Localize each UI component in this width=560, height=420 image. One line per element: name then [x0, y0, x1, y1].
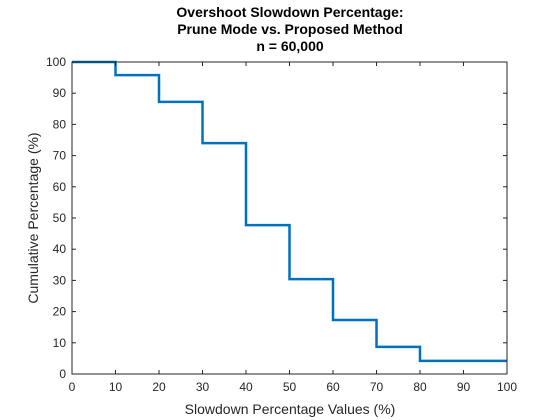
y-axis-label: Cumulative Percentage (%): [25, 132, 41, 303]
chart-title-line-2: Prune Mode vs. Proposed Method: [177, 21, 403, 37]
x-tick-label: 20: [152, 380, 166, 394]
y-tick-label: 60: [53, 180, 67, 194]
x-tick-label: 0: [69, 380, 76, 394]
x-tick-label: 40: [239, 380, 253, 394]
y-axis-ticks: 0 10 20 30 40 50 60 70 80 90 100: [46, 55, 507, 381]
x-tick-label: 60: [326, 380, 340, 394]
chart-title-line-1: Overshoot Slowdown Percentage:: [176, 4, 403, 20]
y-tick-label: 0: [59, 367, 66, 381]
x-axis-ticks: 0 10 20 30 40 50 60 70 80 90 100: [69, 62, 517, 394]
x-tick-label: 70: [370, 380, 384, 394]
y-tick-label: 90: [53, 86, 67, 100]
chart-title-line-3: n = 60,000: [256, 38, 324, 54]
y-tick-label: 20: [53, 305, 67, 319]
x-tick-label: 80: [413, 380, 427, 394]
y-tick-label: 70: [53, 149, 67, 163]
y-tick-label: 50: [53, 211, 67, 225]
stairs-series-line: [72, 60, 507, 363]
x-tick-label: 50: [283, 380, 297, 394]
chart-title: Overshoot Slowdown Percentage: Prune Mod…: [176, 4, 403, 54]
x-tick-label: 30: [196, 380, 210, 394]
x-axis-label: Slowdown Percentage Values (%): [185, 401, 396, 417]
x-tick-label: 100: [497, 380, 517, 394]
y-tick-label: 100: [46, 55, 66, 69]
y-tick-label: 80: [53, 117, 67, 131]
y-tick-label: 40: [53, 242, 67, 256]
y-tick-label: 10: [53, 336, 67, 350]
series-group: [72, 60, 507, 363]
x-tick-label: 90: [457, 380, 471, 394]
plot-area: [72, 62, 507, 374]
y-tick-label: 30: [53, 273, 67, 287]
x-tick-label: 10: [109, 380, 123, 394]
